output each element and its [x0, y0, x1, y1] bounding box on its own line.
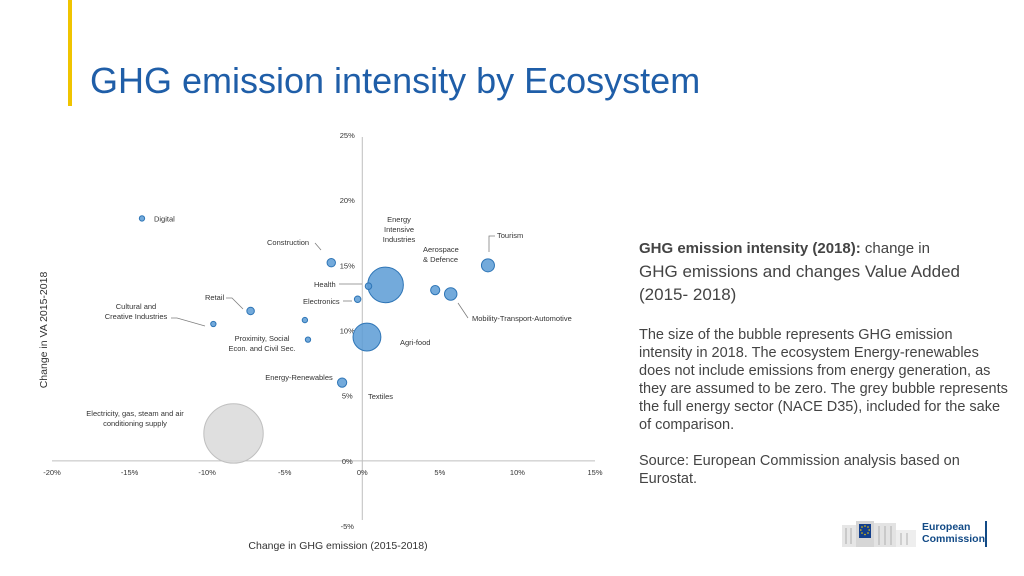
bubble-label: Mobility-Transport-Automotive	[472, 314, 572, 323]
accent-bar	[68, 0, 72, 106]
bubble	[430, 284, 441, 296]
x-tick-label: -15%	[121, 468, 139, 477]
bubble-label: Tourism	[497, 231, 523, 240]
x-tick-label: 0%	[357, 468, 368, 477]
bubble	[337, 377, 348, 388]
bubble	[353, 295, 362, 303]
bubble-label: Construction	[267, 238, 309, 247]
y-tick-label: 10%	[340, 327, 355, 336]
logo-text: European Commission	[922, 521, 985, 545]
x-tick-label: -5%	[278, 468, 292, 477]
y-tick-label: 25%	[340, 131, 355, 140]
y-tick-label: 15%	[340, 261, 355, 270]
bubble-label: Textiles	[368, 392, 393, 401]
lead-bold: GHG emission intensity (2018):	[639, 240, 861, 257]
description-lead: GHG emission intensity (2018): change in…	[639, 237, 1009, 306]
leader-line	[226, 297, 244, 310]
leader-line	[457, 302, 469, 319]
leader-line	[314, 242, 322, 251]
bubble-label: Energy-Renewables	[265, 373, 333, 382]
x-tick-label: 10%	[510, 468, 525, 477]
bubble	[246, 306, 255, 316]
leader-line	[488, 235, 495, 252]
bubble	[301, 316, 309, 324]
x-tick-label: 5%	[434, 468, 445, 477]
x-tick-label: -10%	[198, 468, 216, 477]
x-tick-label: -20%	[43, 468, 61, 477]
bubble	[138, 215, 146, 222]
bubble	[364, 282, 373, 290]
y-tick-label: -5%	[341, 522, 355, 531]
bubble-label: Electricity, gas, steam and air condition…	[86, 409, 184, 428]
bubble-label: Energy Intensive Industries	[383, 215, 416, 244]
y-tick-label: 0%	[342, 457, 353, 466]
bubble-label: Aerospace & Defence	[423, 245, 459, 264]
bubble-label: Retail	[205, 293, 225, 302]
logo-line2: Commission	[922, 533, 986, 545]
description-note: The size of the bubble represents GHG em…	[639, 327, 1008, 433]
bubble	[480, 258, 495, 273]
bubble	[210, 320, 217, 328]
bubble-label: Proximity, Social Econ. and Civil Sec.	[228, 334, 295, 353]
x-axis-title: Change in GHG emission (2015-2018)	[248, 540, 427, 552]
bubble-label: Digital	[154, 214, 175, 223]
page-title: GHG emission intensity by Ecosystem	[90, 60, 701, 101]
bubble-chart: -20% -15% -10% -5% 0% 5% 10% 15% -5% 0% 5% 10% 15% 20…	[38, 131, 603, 552]
lead-line2: GHG emissions and changes Value Added (2…	[639, 262, 960, 304]
logo-line1: European	[922, 521, 971, 533]
bubble	[304, 336, 312, 343]
y-axis-title: Change in VA 2015-2018	[38, 272, 50, 389]
bubble-label: Agri-food	[400, 338, 430, 347]
bubble-label: Electronics	[303, 297, 340, 306]
leader-line	[171, 317, 206, 327]
source-note: Source: European Commission analysis bas…	[639, 453, 960, 487]
y-tick-label: 5%	[342, 392, 353, 401]
y-tick-label: 20%	[340, 196, 355, 205]
bubble	[352, 322, 382, 352]
x-tick-label: 15%	[587, 468, 602, 477]
bubble-label: Cultural and Creative Industries	[105, 302, 168, 321]
bubble	[326, 258, 336, 268]
lead-rest: change in	[860, 240, 930, 257]
bubble-label: Health	[314, 280, 336, 289]
bubble	[203, 403, 264, 464]
bubble	[443, 287, 458, 301]
logo-separator	[985, 521, 987, 547]
bubble	[367, 266, 404, 304]
eu-flag-building-icon	[842, 521, 916, 547]
